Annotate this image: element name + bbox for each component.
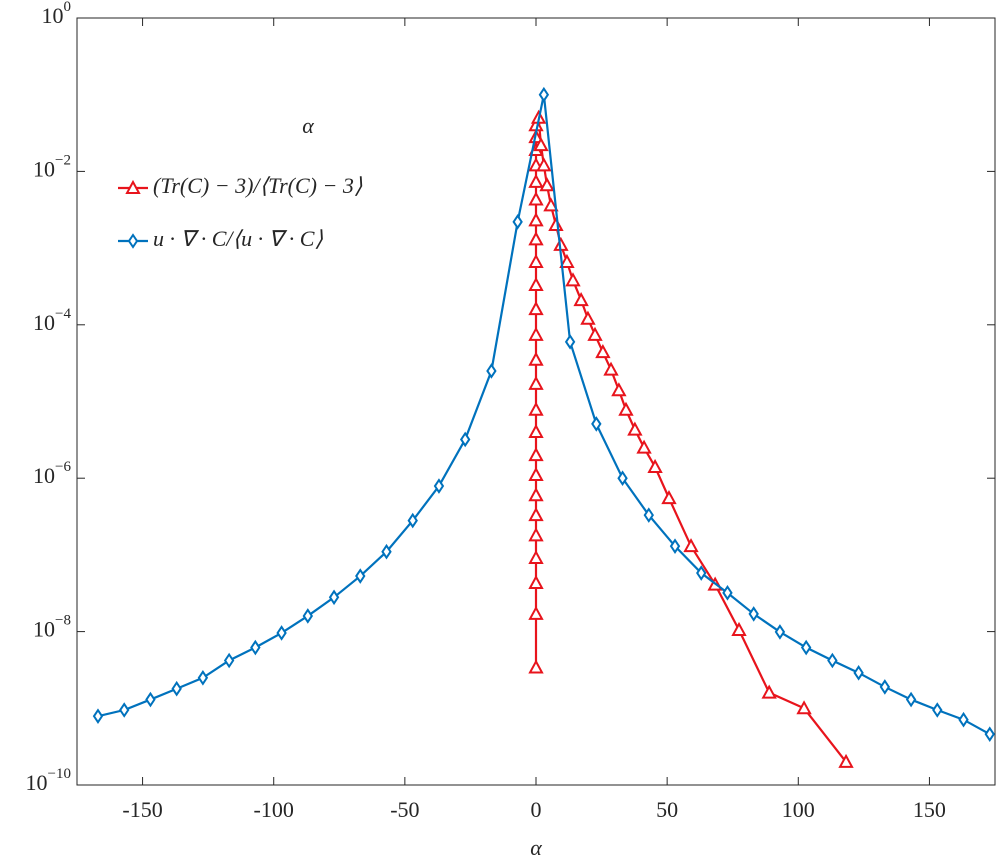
data-point xyxy=(564,334,576,350)
data-point xyxy=(853,665,864,681)
legend-label: u · ∇ · C/⟨u · ∇ · C⟩ xyxy=(153,226,323,251)
data-point xyxy=(119,702,130,718)
data-point xyxy=(528,276,544,292)
data-point xyxy=(528,231,544,246)
data-point xyxy=(276,625,287,641)
data-point xyxy=(731,621,747,636)
data-point xyxy=(433,478,445,494)
y-tick-label: 10−10 xyxy=(26,766,71,795)
data-point xyxy=(627,421,643,436)
data-point xyxy=(611,382,627,397)
legend-label: (Tr(C) − 3)/⟨Tr(C) − 3⟩ xyxy=(153,173,363,198)
data-point xyxy=(223,652,235,669)
data-point xyxy=(528,487,544,502)
data-point xyxy=(528,447,544,462)
data-point xyxy=(539,177,555,192)
y-tick-label: 10−8 xyxy=(33,613,71,642)
data-point xyxy=(774,624,786,640)
data-point xyxy=(683,538,699,553)
data-point xyxy=(536,157,552,172)
data-point xyxy=(669,538,681,554)
data-point xyxy=(838,753,854,768)
data-point xyxy=(528,574,544,590)
data-point xyxy=(661,490,677,505)
x-tick-label: -50 xyxy=(390,797,419,822)
data-point xyxy=(528,401,544,416)
data-point xyxy=(533,137,549,152)
data-point xyxy=(528,351,544,366)
data-point xyxy=(827,652,838,669)
y-tick-label: 10−4 xyxy=(33,306,71,335)
data-point xyxy=(381,543,392,560)
data-point xyxy=(761,684,777,699)
data-point xyxy=(528,507,544,522)
x-tick-label: 100 xyxy=(782,797,815,822)
data-point xyxy=(573,291,589,307)
data-point xyxy=(643,507,654,523)
data-point xyxy=(591,416,602,432)
data-point xyxy=(355,568,366,584)
data-point xyxy=(528,253,544,268)
data-point xyxy=(528,212,544,227)
data-point xyxy=(512,214,523,230)
y-tick-label: 100 xyxy=(42,0,72,28)
data-point xyxy=(543,197,559,212)
legend-title: α xyxy=(302,113,314,138)
data-point xyxy=(328,589,340,606)
data-point xyxy=(722,585,733,601)
x-tick-label: 0 xyxy=(531,797,542,822)
data-point xyxy=(559,253,575,268)
data-point xyxy=(302,608,314,624)
data-point xyxy=(618,401,634,416)
data-point xyxy=(528,423,544,439)
data-point xyxy=(459,431,471,448)
data-point xyxy=(538,86,550,103)
data-point xyxy=(407,512,418,529)
data-point xyxy=(636,439,652,454)
data-point xyxy=(528,301,544,316)
data-point xyxy=(171,680,182,697)
data-point xyxy=(617,470,628,487)
data-point xyxy=(250,639,261,656)
data-point xyxy=(696,565,707,581)
data-point xyxy=(603,361,619,376)
data-point xyxy=(528,527,544,542)
x-axis-label: α xyxy=(530,835,542,860)
data-point xyxy=(647,458,663,473)
data-point xyxy=(595,344,611,359)
data-point xyxy=(796,700,812,715)
data-point xyxy=(984,726,995,742)
data-point xyxy=(587,326,603,341)
data-point xyxy=(879,679,891,695)
data-point xyxy=(486,363,497,379)
data-point xyxy=(528,466,544,482)
data-point xyxy=(528,605,544,620)
data-point xyxy=(932,702,943,718)
data-point xyxy=(905,691,917,708)
x-tick-label: 150 xyxy=(913,797,946,822)
data-point xyxy=(528,375,544,390)
data-point xyxy=(580,310,596,325)
plot-clip xyxy=(92,86,995,768)
data-point xyxy=(958,711,969,728)
data-point xyxy=(748,606,759,622)
legend-marker xyxy=(127,233,139,249)
x-tick-label: -150 xyxy=(122,797,162,822)
data-point xyxy=(197,669,209,686)
x-tick-label: 50 xyxy=(656,797,678,822)
data-point xyxy=(528,659,544,674)
legend-marker xyxy=(125,179,141,194)
data-point xyxy=(528,173,544,188)
data-point xyxy=(145,691,156,708)
x-tick-label: -100 xyxy=(254,797,294,822)
data-point xyxy=(528,191,544,206)
data-point xyxy=(92,708,104,724)
data-point xyxy=(565,272,581,287)
data-point xyxy=(528,326,544,341)
data-point xyxy=(800,639,812,656)
y-tick-label: 10−2 xyxy=(33,153,71,182)
data-point xyxy=(528,549,544,565)
y-tick-label: 10−6 xyxy=(33,460,71,489)
